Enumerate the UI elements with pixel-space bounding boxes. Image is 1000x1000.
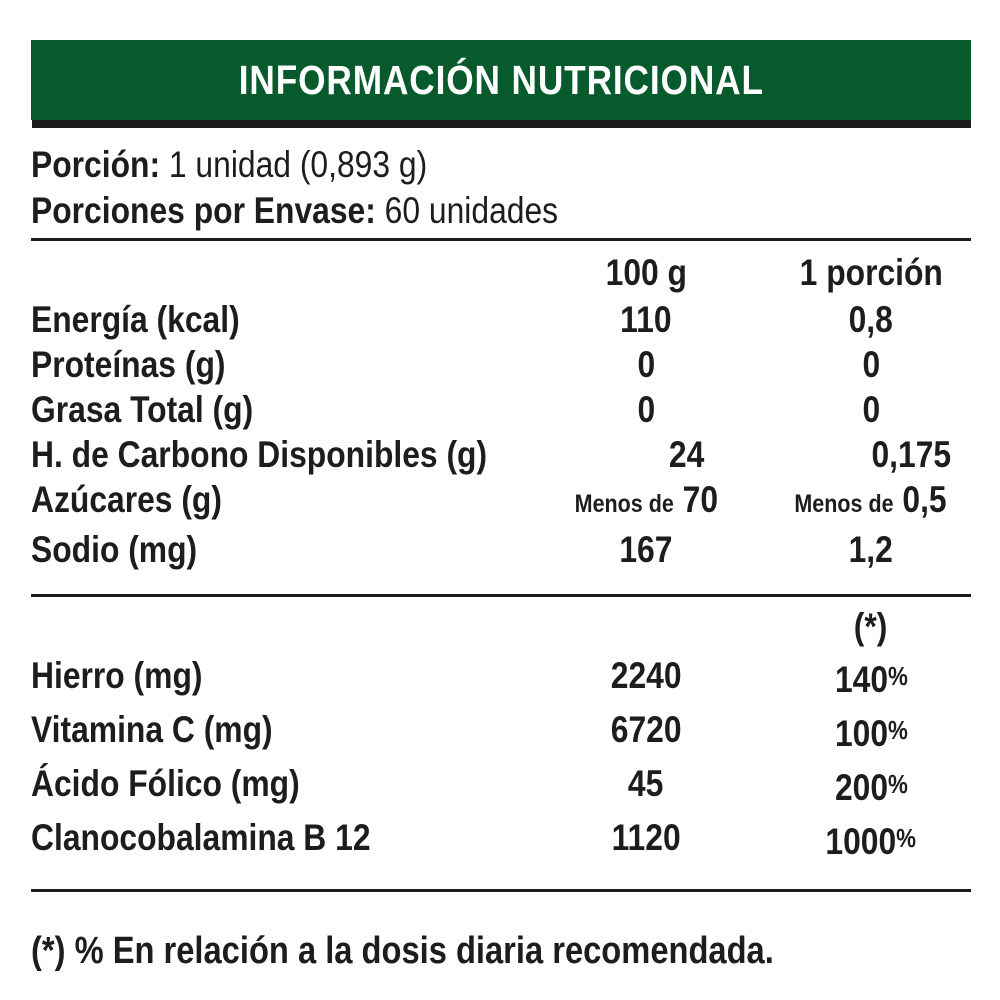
micronutrient-row-hierro: Hierro (mg) 2240 140% bbox=[31, 651, 971, 705]
serving-size-text: Porción: 1 unidad (0,893 g) bbox=[31, 142, 427, 188]
micronutrients-table: (*) Hierro (mg) 2240 140% Vitamina C (mg… bbox=[31, 603, 971, 867]
nutrient-row-energia: Energía (kcal) 110 0,8 bbox=[31, 297, 971, 342]
header-spacer bbox=[31, 249, 521, 297]
percent-sign: % bbox=[887, 715, 908, 745]
divider-top bbox=[31, 238, 971, 241]
nutrient-label: Energía (kcal) bbox=[31, 299, 240, 340]
nutrients-header-row: 100 g 1 porción bbox=[31, 249, 971, 297]
value-per-100g: 167 bbox=[619, 529, 673, 570]
value-per-portion: 0 bbox=[862, 344, 880, 385]
nutrient-label: H. de Carbono Disponibles (g) bbox=[31, 434, 488, 475]
nutrient-row-carbono: H. de Carbono Disponibles (g) 24 0,175 bbox=[31, 432, 971, 477]
value-per-100g: 24 bbox=[668, 434, 705, 475]
percent-sign: % bbox=[887, 769, 908, 799]
portion-label: Porción: bbox=[31, 144, 161, 185]
footnote: (*) % En relación a la dosis diaria reco… bbox=[31, 928, 971, 974]
servings-per-package-line: Porciones por Envase: 60 unidades bbox=[31, 188, 971, 234]
nutrients-table: 100 g 1 porción Energía (kcal) 110 0,8 P… bbox=[31, 249, 971, 572]
percent-sign: % bbox=[887, 661, 908, 691]
servings-per-package-text: Porciones por Envase: 60 unidades bbox=[31, 188, 558, 234]
percent-sign: % bbox=[896, 823, 917, 853]
percent-daily-value: 1000% bbox=[825, 821, 917, 862]
micronutrient-label: Clanocobalamina B 12 bbox=[31, 817, 371, 858]
micronutrient-row-cianocobalamina: Clanocobalamina B 12 1120 1000% bbox=[31, 813, 971, 867]
less-than-prefix: Menos de bbox=[794, 490, 895, 518]
value-per-100g: 110 bbox=[620, 299, 672, 340]
nutrient-label: Sodio (mg) bbox=[31, 529, 198, 570]
value-per-100g: 45 bbox=[628, 763, 664, 804]
value-per-portion: 0 bbox=[862, 389, 880, 430]
micronutrient-label: Vitamina C (mg) bbox=[31, 709, 273, 750]
micronutrients-header-row: (*) bbox=[31, 603, 971, 651]
value-per-portion: 0,8 bbox=[848, 299, 894, 340]
column-header-asterisk: (*) bbox=[854, 606, 888, 647]
header-spacer bbox=[521, 603, 771, 651]
micronutrient-row-vitamina-c: Vitamina C (mg) 6720 100% bbox=[31, 705, 971, 759]
footnote-text: (*) % En relación a la dosis diaria reco… bbox=[31, 930, 774, 972]
label-content: Porción: 1 unidad (0,893 g) Porciones po… bbox=[31, 142, 971, 974]
value-per-100g: Menos de 70 bbox=[574, 479, 718, 520]
value-per-100g: 6720 bbox=[610, 709, 682, 750]
percent-daily-value: 140% bbox=[834, 659, 908, 700]
per-package-value: 60 unidades bbox=[384, 190, 559, 231]
column-header-portion: 1 porción bbox=[799, 252, 943, 293]
micronutrient-label: Hierro (mg) bbox=[31, 655, 203, 696]
header-shadow-bar bbox=[32, 120, 971, 128]
nutrient-label: Grasa Total (g) bbox=[31, 389, 254, 430]
nutrient-label: Proteínas (g) bbox=[31, 344, 226, 385]
column-header-100g: 100 g bbox=[605, 252, 687, 293]
micronutrient-label: Ácido Fólico (mg) bbox=[31, 763, 300, 804]
divider-middle bbox=[31, 594, 971, 597]
percent-daily-value: 200% bbox=[834, 767, 908, 808]
value-per-portion: Menos de 0,5 bbox=[794, 479, 948, 520]
nutrient-label: Azúcares (g) bbox=[31, 479, 222, 520]
less-than-prefix: Menos de bbox=[574, 490, 674, 518]
value-per-100g: 0 bbox=[637, 389, 655, 430]
divider-bottom bbox=[31, 889, 971, 892]
nutrient-row-grasa-total: Grasa Total (g) 0 0 bbox=[31, 387, 971, 432]
header-spacer bbox=[31, 603, 521, 651]
value-per-portion: 0,175 bbox=[871, 434, 952, 475]
per-package-label: Porciones por Envase: bbox=[31, 190, 376, 231]
percent-daily-value: 100% bbox=[834, 713, 908, 754]
nutrient-row-sodio: Sodio (mg) 167 1,2 bbox=[31, 527, 971, 572]
nutrient-row-proteinas: Proteínas (g) 0 0 bbox=[31, 342, 971, 387]
value-per-portion: 1,2 bbox=[848, 529, 894, 570]
micronutrient-row-acido-folico: Ácido Fólico (mg) 45 200% bbox=[31, 759, 971, 813]
header-bar: INFORMACIÓN NUTRICIONAL bbox=[31, 40, 971, 120]
value-per-100g: 2240 bbox=[610, 655, 682, 696]
label-title: INFORMACIÓN NUTRICIONAL bbox=[238, 56, 764, 103]
nutrient-row-azucares: Azúcares (g) Menos de 70 Menos de 0,5 bbox=[31, 477, 971, 527]
serving-size-line: Porción: 1 unidad (0,893 g) bbox=[31, 142, 971, 188]
value-per-100g: 0 bbox=[637, 344, 655, 385]
value-per-100g: 1120 bbox=[611, 817, 681, 858]
portion-value: 1 unidad (0,893 g) bbox=[168, 144, 428, 185]
